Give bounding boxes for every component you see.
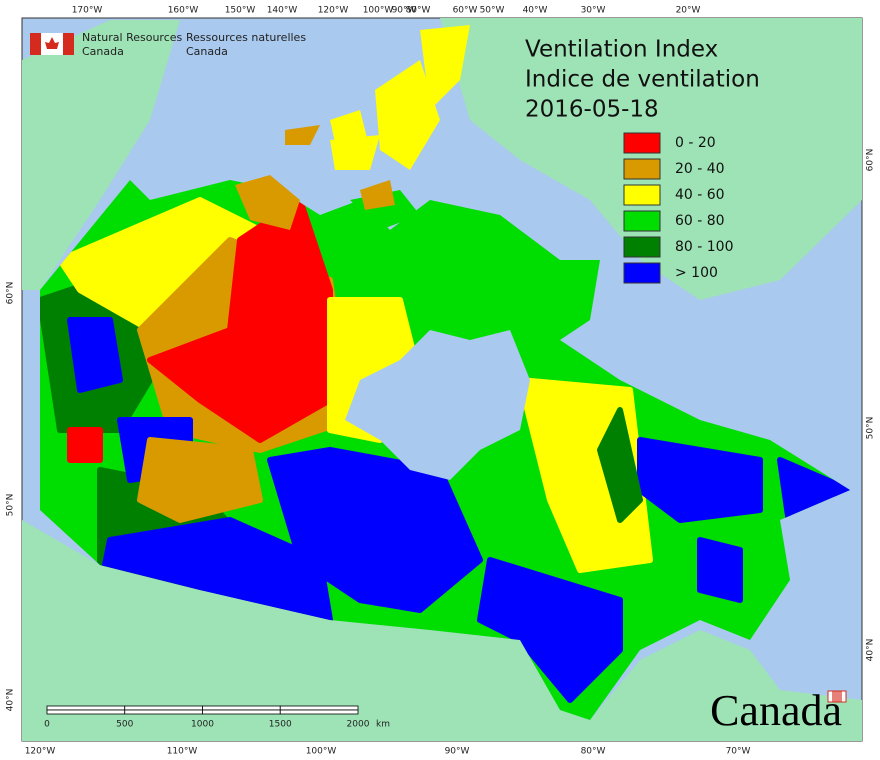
top-label: 140°W bbox=[267, 6, 298, 16]
top-label: 170°W bbox=[72, 6, 103, 16]
top-label: 80°W bbox=[406, 6, 431, 16]
top-label: 100°W bbox=[363, 6, 394, 16]
agency-en: Natural Resources bbox=[82, 31, 183, 44]
scale-label: 2000 bbox=[347, 720, 370, 730]
legend-swatch bbox=[623, 262, 661, 284]
wordmark: Canada bbox=[710, 686, 842, 735]
bottom-label: 80°W bbox=[581, 747, 606, 757]
island bbox=[375, 60, 440, 170]
legend-swatch bbox=[623, 236, 661, 258]
index-area bbox=[67, 317, 123, 393]
scale-segment bbox=[46, 709, 126, 715]
top-label: 90°W bbox=[392, 6, 417, 16]
legend-swatch bbox=[623, 184, 661, 206]
index-area bbox=[102, 517, 333, 623]
legend-label: > 100 bbox=[675, 265, 718, 281]
right-label: 60°N bbox=[866, 149, 876, 172]
scale-segment bbox=[124, 705, 203, 711]
title: Indice de ventilation bbox=[525, 67, 760, 93]
legend-swatch bbox=[623, 158, 661, 180]
hudson-bay bbox=[345, 330, 530, 480]
bottom-label: 120°W bbox=[25, 747, 56, 757]
bottom-label: 70°W bbox=[726, 747, 751, 757]
arctic-islands bbox=[235, 25, 470, 230]
flag-leaf bbox=[45, 37, 59, 49]
scale-segment bbox=[279, 705, 359, 711]
index-area bbox=[67, 427, 103, 463]
top-label: 160°W bbox=[168, 6, 199, 16]
left-label: 60°N bbox=[6, 282, 16, 305]
top-label: 40°W bbox=[523, 6, 548, 16]
top-label: 120°W bbox=[318, 6, 349, 16]
scale-label: 1500 bbox=[269, 720, 292, 730]
island bbox=[330, 135, 380, 170]
index-area bbox=[697, 537, 743, 603]
index-area bbox=[147, 197, 333, 443]
scale-label: 1000 bbox=[191, 720, 214, 730]
agency-en: Canada bbox=[82, 45, 124, 58]
right-label: 40°N bbox=[866, 639, 876, 662]
bottom-label: 90°W bbox=[445, 747, 470, 757]
island bbox=[360, 180, 395, 210]
legend-label: 60 - 80 bbox=[675, 213, 725, 229]
island bbox=[235, 175, 300, 230]
scale-segment bbox=[124, 709, 203, 715]
flag-bar bbox=[63, 33, 74, 55]
usa bbox=[22, 520, 862, 741]
agency-fr: Ressources naturelles bbox=[186, 31, 306, 44]
index-area bbox=[637, 437, 763, 523]
legend-swatch bbox=[623, 132, 661, 154]
alaska bbox=[22, 20, 180, 290]
top-label: 30°W bbox=[581, 6, 606, 16]
graticule-labels: 170°W 160°W 150°W 140°W 120°W 100°W90°W80°W 60… bbox=[6, 6, 876, 757]
bottom-label: 100°W bbox=[306, 747, 337, 757]
bottom-label: 110°W bbox=[167, 747, 198, 757]
scale-bar: 0 500 1000 1500 2000 km bbox=[44, 705, 390, 730]
top-label: 60°W bbox=[453, 6, 478, 16]
agency-fr: Canada bbox=[186, 45, 228, 58]
legend-swatch bbox=[623, 210, 661, 232]
left-label: 50°N bbox=[6, 494, 16, 517]
island bbox=[285, 125, 320, 145]
scale-label: 0 bbox=[44, 720, 50, 730]
legend-label: 80 - 100 bbox=[675, 239, 734, 255]
title: Ventilation Index bbox=[525, 37, 718, 63]
index-area bbox=[267, 447, 483, 613]
wordmark-flag bbox=[832, 691, 842, 702]
scale-segment bbox=[202, 709, 281, 715]
scale-segment bbox=[46, 705, 126, 711]
top-label: 150°W bbox=[225, 6, 256, 16]
date: 2016-05-18 bbox=[525, 97, 659, 123]
top-label: 20°W bbox=[676, 6, 701, 16]
scale-label: 500 bbox=[116, 720, 133, 730]
legend-label: 0 - 20 bbox=[675, 135, 716, 151]
scale-segment bbox=[279, 709, 359, 715]
island bbox=[420, 25, 470, 110]
right-label: 50°N bbox=[866, 417, 876, 440]
index-area bbox=[477, 557, 623, 703]
scale-unit: km bbox=[376, 720, 390, 730]
top-label: 50°W bbox=[480, 6, 505, 16]
left-label: 40°N bbox=[6, 689, 16, 712]
legend-label: 20 - 40 bbox=[675, 161, 725, 177]
legend-label: 40 - 60 bbox=[675, 187, 725, 203]
legend: 0 - 20 20 - 40 40 - 60 60 - 80 80 - 100 > 100 bbox=[623, 132, 734, 284]
index-area bbox=[597, 407, 643, 523]
flag-bar bbox=[30, 33, 41, 55]
scale-segment bbox=[202, 705, 281, 711]
index-area bbox=[137, 437, 263, 523]
